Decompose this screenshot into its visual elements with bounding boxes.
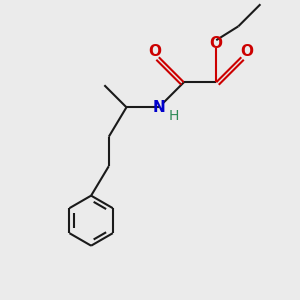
Text: N: N (152, 100, 165, 115)
Text: H: H (168, 109, 179, 123)
Text: O: O (240, 44, 253, 59)
Text: O: O (210, 36, 223, 51)
Text: O: O (148, 44, 161, 59)
